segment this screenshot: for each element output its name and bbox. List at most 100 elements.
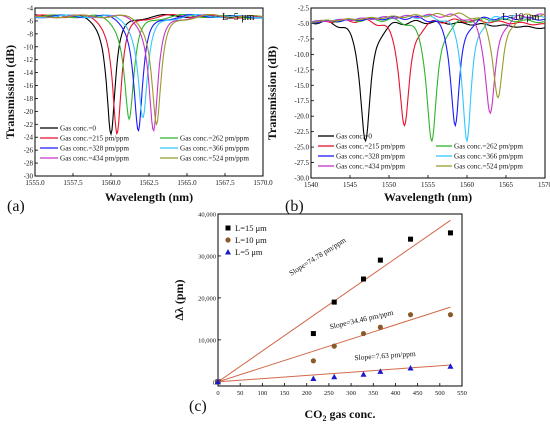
point-circle [377, 324, 383, 330]
point-square [447, 230, 453, 236]
legend-label-1: L=10 μm [235, 235, 267, 245]
spectrum-curve-4 [310, 14, 546, 143]
spectrum-curve-1 [310, 18, 546, 127]
legend-marker-0 [225, 225, 231, 231]
y-tick-label: -10 [24, 43, 34, 51]
point-triangle [377, 368, 384, 374]
legend-label-2: L=5 μm [235, 247, 263, 257]
spectrum-curve-1 [34, 13, 264, 136]
point-triangle [407, 364, 414, 371]
x-tick-label: 1540 [304, 181, 319, 189]
y-tick-label: -30.0 [294, 175, 309, 183]
spectrum-curve-6 [35, 13, 264, 127]
x-tick-label: 300 [346, 390, 356, 397]
y-tick-label: -6 [27, 17, 33, 25]
point-triangle [310, 375, 317, 381]
x-tick-label: 1550 [382, 181, 397, 189]
panel-a: 1555.0 1557.5 1560.0 1562.5 1565.0 1567.5 1570… [3, 5, 273, 216]
legend-label-5: Gas conc.=434 pm/ppm [336, 163, 405, 171]
panel-c-legend: L=15 μm L=10 μm L=5 μm [225, 223, 267, 257]
x-tick-label: 1567.5 [215, 179, 235, 187]
legend-label-3: Gas conc.=328 pm/ppm [60, 145, 129, 153]
slope-label-0: Slope=74.78 pm/ppm [287, 235, 347, 277]
panel-c-plot-frame [217, 213, 463, 387]
y-tick-label: -27.5 [294, 159, 309, 167]
point-circle [310, 358, 316, 364]
spectrum-curve-0 [35, 13, 264, 137]
point-square [408, 236, 414, 242]
y-tick-label: 30,000 [198, 253, 216, 260]
y-tick-label: -16 [24, 82, 34, 90]
legend-label-0: L=15 μm [235, 223, 267, 233]
legend-label-4: Gas conc.=366 pm/ppm [454, 153, 523, 161]
legend-label-3: Gas conc.=328 pm/ppm [336, 153, 405, 161]
x-tick-label: 250 [324, 390, 334, 397]
x-tick-label: 1560 [460, 181, 475, 189]
panel-b-ticks: 1540 1545 1550 1555 1560 1565 1570 -30.0 -27.5 -2… [294, 5, 550, 190]
y-tick-label: -5.0 [298, 20, 310, 28]
x-tick-label: 150 [280, 390, 290, 397]
x-tick-label: 1555.0 [25, 179, 45, 187]
y-tick-label: -20.0 [294, 113, 309, 121]
x-tick-label: 1565 [499, 181, 514, 189]
x-tick-label: 500 [435, 390, 445, 397]
y-tick-label: -17.5 [294, 97, 309, 105]
x-tick-label: 1560.0 [101, 179, 121, 187]
x-tick-label: 400 [391, 390, 401, 397]
legend-label-1: Gas conc.=215 pm/ppm [60, 135, 129, 143]
legend-label-0: Gas conc.=0 [336, 133, 372, 141]
y-tick-label: 20,000 [198, 295, 216, 302]
panel-b-annotation: L=10 μm [502, 12, 540, 23]
panel-b-ylabel: Transmission (dB) [265, 46, 279, 140]
x-tick-label: 1565.0 [177, 179, 197, 187]
panel-b-legend: Gas conc.=0 Gas conc.=215 pm/ppm Gas conc.… [318, 133, 523, 171]
legend-marker-1 [225, 237, 231, 243]
legend-label-1: Gas conc.=215 pm/ppm [336, 143, 405, 151]
panel-a-label: (a) [7, 198, 25, 215]
x-tick-label: 1557.5 [63, 179, 83, 187]
x-tick-label: 0 [216, 390, 219, 397]
spectrum-curve-5 [310, 13, 546, 115]
legend-label-2: Gas conc.=262 pm/ppm [180, 135, 249, 143]
point-triangle [331, 373, 338, 380]
legend-label-5: Gas conc.=434 pm/ppm [60, 155, 129, 163]
x-tick-label: 1562.5 [139, 179, 159, 187]
y-tick-label: 10,000 [198, 337, 216, 344]
slope-label-1: Slope=34.46 pm/ppm [329, 308, 395, 331]
point-circle [360, 330, 367, 337]
point-circle [331, 343, 337, 349]
spectrum-curve-5 [35, 13, 264, 132]
panel-c: 0 50 100 150 200 250 300 350 400 450 500 550 0 10,000… [172, 212, 467, 424]
fit-line-2 [217, 364, 451, 383]
y-tick-label: -12 [24, 56, 34, 64]
y-tick-label: -10.0 [294, 51, 309, 59]
y-tick-label: -15.0 [294, 82, 309, 90]
x-tick-label: 550 [457, 390, 467, 397]
legend-label-4: Gas conc.=366 pm/ppm [180, 145, 249, 153]
y-tick-label: 40,000 [198, 212, 216, 219]
y-tick-label: -26 [24, 147, 34, 155]
legend-label-6: Gas conc.=524 pm/ppm [180, 155, 249, 163]
panel-b-label: (b) [285, 198, 304, 215]
x-tick-label: 1555 [421, 181, 436, 189]
point-square [361, 276, 367, 282]
panel-c-xlabel: CO2 gas conc. [305, 407, 376, 423]
panel-c-slope-labels: Slope=74.78 pm/ppm Slope=34.46 pm/ppm Slop… [287, 235, 416, 362]
x-tick-label: 1545 [343, 181, 358, 189]
slope-label-2: Slope=7.63 pm/ppm [354, 349, 416, 362]
x-tick-label: 100 [257, 390, 267, 397]
panel-b-curves [310, 12, 546, 143]
x-tick-label: 1570.0 [253, 179, 273, 187]
panel-b-xlabel: Wavelength (nm) [384, 190, 472, 204]
point-triangle [447, 363, 454, 369]
y-tick-label: -4 [27, 5, 33, 13]
legend-label-6: Gas conc.=524 pm/ppm [454, 163, 523, 171]
spectrum-curve-2 [34, 13, 264, 121]
spectrum-curve-4 [34, 13, 263, 118]
panel-a-legend: Gas conc.=0 Gas conc.=215 pm/ppm Gas conc.… [40, 125, 249, 163]
panel-c-label: (c) [189, 398, 207, 415]
x-tick-label: 200 [302, 390, 312, 397]
legend-label-0: Gas conc.=0 [60, 125, 96, 133]
panel-a-xlabel: Wavelength (nm) [105, 190, 193, 204]
